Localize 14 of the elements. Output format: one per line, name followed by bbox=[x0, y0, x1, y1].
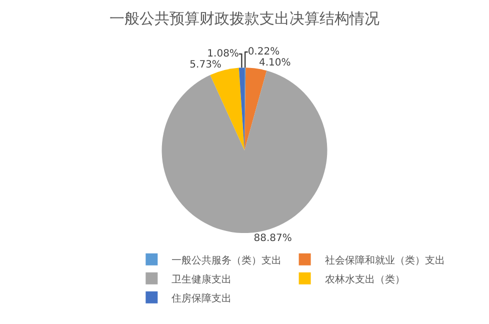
pie-slice bbox=[210, 68, 244, 150]
legend-label: 农林水支出（类） bbox=[324, 273, 405, 286]
pie-slice bbox=[162, 70, 328, 234]
data-label: 4.10% bbox=[259, 58, 291, 69]
legend-label: 社会保障和就业（类）支出 bbox=[324, 254, 445, 266]
legend-label: 一般公共服务（类）支出 bbox=[172, 254, 282, 266]
legend-label: 住房保障支出 bbox=[172, 292, 232, 304]
data-label: 88.87% bbox=[254, 232, 292, 244]
chart-title: 一般公共预算财政拨款支出决算结构情况 bbox=[110, 9, 380, 28]
data-label: 0.22% bbox=[248, 46, 280, 58]
data-label: 5.73% bbox=[190, 59, 222, 70]
data-label: 1.08% bbox=[207, 48, 239, 60]
legend-label: 卫生健康支出 bbox=[172, 273, 232, 286]
pie-slice bbox=[244, 68, 267, 150]
